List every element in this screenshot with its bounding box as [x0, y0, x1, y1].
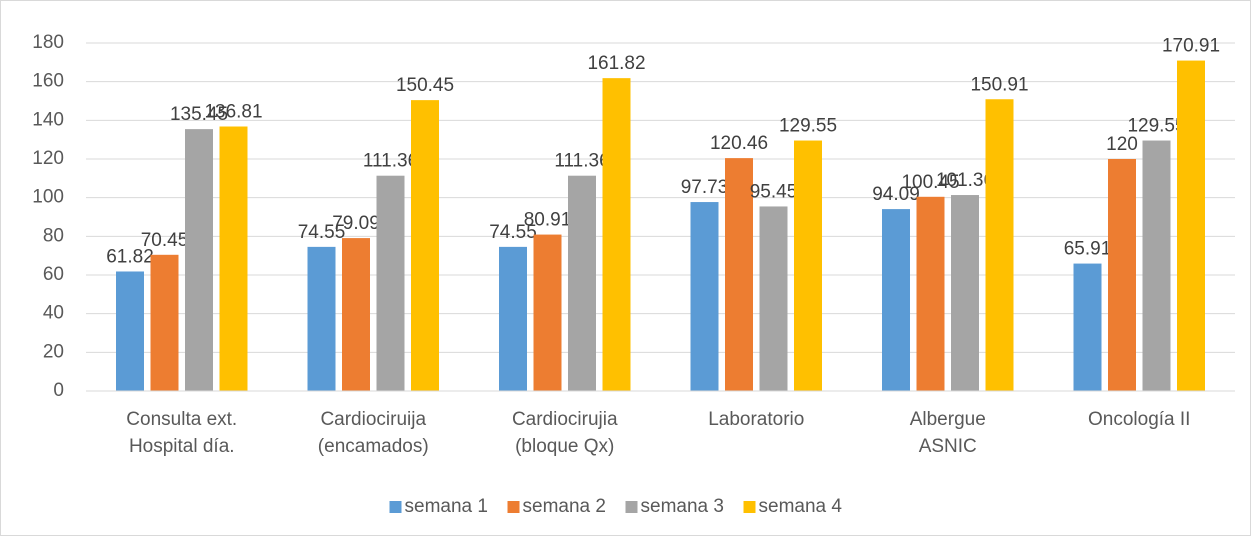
bar [794, 140, 822, 391]
x-tick-label: Cardiocirujia (bloque Qx) [512, 409, 618, 457]
bar [951, 195, 979, 391]
data-label: 70.45 [141, 230, 189, 251]
data-label: 120 [1106, 134, 1138, 155]
data-label: 80.91 [524, 210, 572, 231]
y-tick-label: 140 [32, 109, 64, 130]
legend-swatch [743, 501, 756, 513]
data-label: 61.82 [106, 246, 154, 267]
data-label: 120.46 [710, 133, 768, 154]
data-label: 129.55 [1127, 116, 1185, 137]
data-label: 150.45 [396, 75, 454, 96]
x-tick-label: Laboratorio [708, 409, 804, 430]
bar [376, 175, 405, 391]
data-label: 97.73 [681, 177, 729, 198]
data-label: 79.09 [332, 213, 380, 234]
bar [499, 246, 527, 391]
bar [307, 246, 336, 391]
legend-label: semana 1 [405, 496, 488, 517]
y-tick-label: 80 [43, 225, 64, 246]
data-label: 100.45 [901, 172, 959, 193]
data-label: 111.36 [363, 151, 418, 172]
x-tick-label: Albergue ASNIC [910, 409, 986, 457]
data-label: 74.55 [489, 222, 537, 243]
legend-label: semana 3 [641, 496, 724, 517]
legend-label: semana 4 [759, 496, 843, 517]
bar [690, 202, 719, 391]
data-label: 94.09 [872, 184, 920, 205]
y-tick-label: 60 [43, 264, 64, 285]
y-tick-label: 120 [32, 148, 64, 169]
data-label: 111.36 [554, 151, 609, 172]
legend-swatch [507, 501, 520, 513]
y-tick-label: 20 [43, 341, 64, 362]
bar [1142, 140, 1171, 391]
legend-swatch [625, 501, 638, 513]
bar [219, 126, 248, 391]
data-label: 135.45 [170, 104, 228, 125]
y-tick-label: 180 [32, 32, 64, 53]
bar [916, 196, 945, 391]
legend-swatch [389, 501, 402, 513]
x-tick-label: Oncología II [1088, 409, 1190, 430]
bar [602, 78, 631, 391]
bar [759, 206, 788, 391]
x-tick-label: Cardiociruija (encamados) [318, 409, 429, 457]
bar [150, 254, 179, 391]
data-label: 95.45 [750, 181, 798, 202]
y-tick-label: 100 [32, 187, 64, 208]
data-label: 150.91 [970, 74, 1028, 95]
bar [1108, 159, 1136, 391]
data-label: 170.91 [1162, 36, 1220, 57]
y-tick-label: 40 [43, 303, 64, 324]
bar [185, 129, 213, 391]
x-tick-label: Consulta ext. Hospital día. [126, 409, 237, 457]
data-label: 74.55 [298, 222, 346, 243]
data-label: 136.81 [204, 102, 262, 123]
y-tick-label: 0 [53, 380, 64, 401]
legend-label: semana 2 [523, 496, 606, 517]
data-label: 129.55 [779, 116, 837, 137]
y-tick-label: 160 [32, 71, 64, 92]
bar [533, 234, 562, 391]
bar [985, 99, 1014, 392]
data-label: 65.91 [1064, 239, 1112, 260]
bar [882, 209, 910, 391]
bar [1177, 60, 1205, 391]
bar [568, 175, 596, 391]
data-label: 161.82 [587, 53, 645, 74]
bar [342, 238, 370, 391]
bar [116, 271, 144, 391]
bar [1073, 263, 1102, 391]
data-label: 101.36 [936, 170, 994, 191]
bar [411, 100, 439, 391]
bar [725, 158, 753, 391]
